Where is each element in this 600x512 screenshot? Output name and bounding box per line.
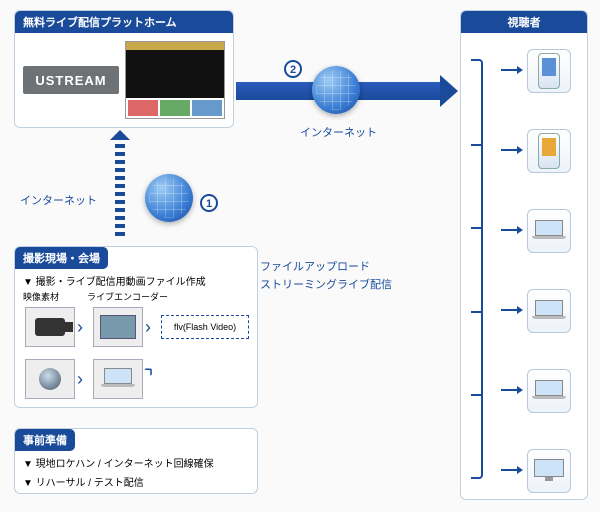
distribution-bracket	[471, 59, 483, 479]
camera-icon	[25, 307, 75, 347]
venue-sub: ▼ 撮影・ライブ配信用動画ファイル作成	[15, 269, 257, 288]
viewer-device-phone-2	[527, 129, 571, 173]
venue-col1: 映像素材	[23, 290, 59, 303]
flv-output: flv(Flash Video)	[161, 315, 249, 339]
viewer-device-laptop-3	[527, 369, 571, 413]
internet-label-1: インターネット	[20, 192, 97, 208]
internet-label-2: インターネット	[300, 124, 377, 140]
flow-arrow-2: ›	[145, 317, 151, 338]
flow-arrow-1: ›	[77, 317, 83, 338]
globe-icon-1	[145, 174, 193, 222]
viewer-device-laptop-2	[527, 289, 571, 333]
ustream-logo: USTREAM	[23, 66, 119, 94]
venue-header: 撮影現場・会場	[15, 247, 108, 269]
mini-arrow-2	[501, 149, 517, 151]
viewer-device-phone-1	[527, 49, 571, 93]
step-2-marker: 2	[284, 60, 302, 78]
mini-arrow-4	[501, 309, 517, 311]
viewers-box: 視聴者	[460, 10, 588, 500]
mini-arrow-6	[501, 469, 517, 471]
ustream-screenshot	[125, 41, 225, 119]
encoder-screen-icon	[93, 307, 143, 347]
prep-line-2: ▼ リハーサル / テスト配信	[15, 474, 257, 489]
flow-arrow-3: ›	[77, 369, 83, 390]
viewer-device-laptop-1	[527, 209, 571, 253]
globe-icon-2	[312, 66, 360, 114]
platform-box: 無料ライブ配信プラットホーム USTREAM	[14, 10, 234, 128]
prep-line-1: ▼ 現地ロケハン / インターネット回線確保	[15, 451, 257, 474]
viewers-header: 視聴者	[461, 11, 587, 33]
prep-box: 事前準備 ▼ 現地ロケハン / インターネット回線確保 ▼ リハーサル / テス…	[14, 428, 258, 494]
legend-line-1: ① ファイルアップロード	[246, 258, 370, 274]
venue-box: 撮影現場・会場 ▼ 撮影・ライブ配信用動画ファイル作成 映像素材 ライブエンコー…	[14, 246, 258, 408]
prep-header: 事前準備	[15, 429, 75, 451]
legend-line-2: ② ストリーミングライブ配信	[246, 276, 392, 292]
viewer-device-monitor	[527, 449, 571, 493]
platform-header: 無料ライブ配信プラットホーム	[15, 11, 233, 33]
upload-arrow	[115, 140, 125, 236]
mini-arrow-1	[501, 69, 517, 71]
mini-arrow-3	[501, 229, 517, 231]
laptop-encoder-icon	[93, 359, 143, 399]
step-1-marker: 1	[200, 194, 218, 212]
webcam-icon	[25, 359, 75, 399]
venue-col2: ライブエンコーダー	[87, 290, 168, 303]
mini-arrow-5	[501, 389, 517, 391]
